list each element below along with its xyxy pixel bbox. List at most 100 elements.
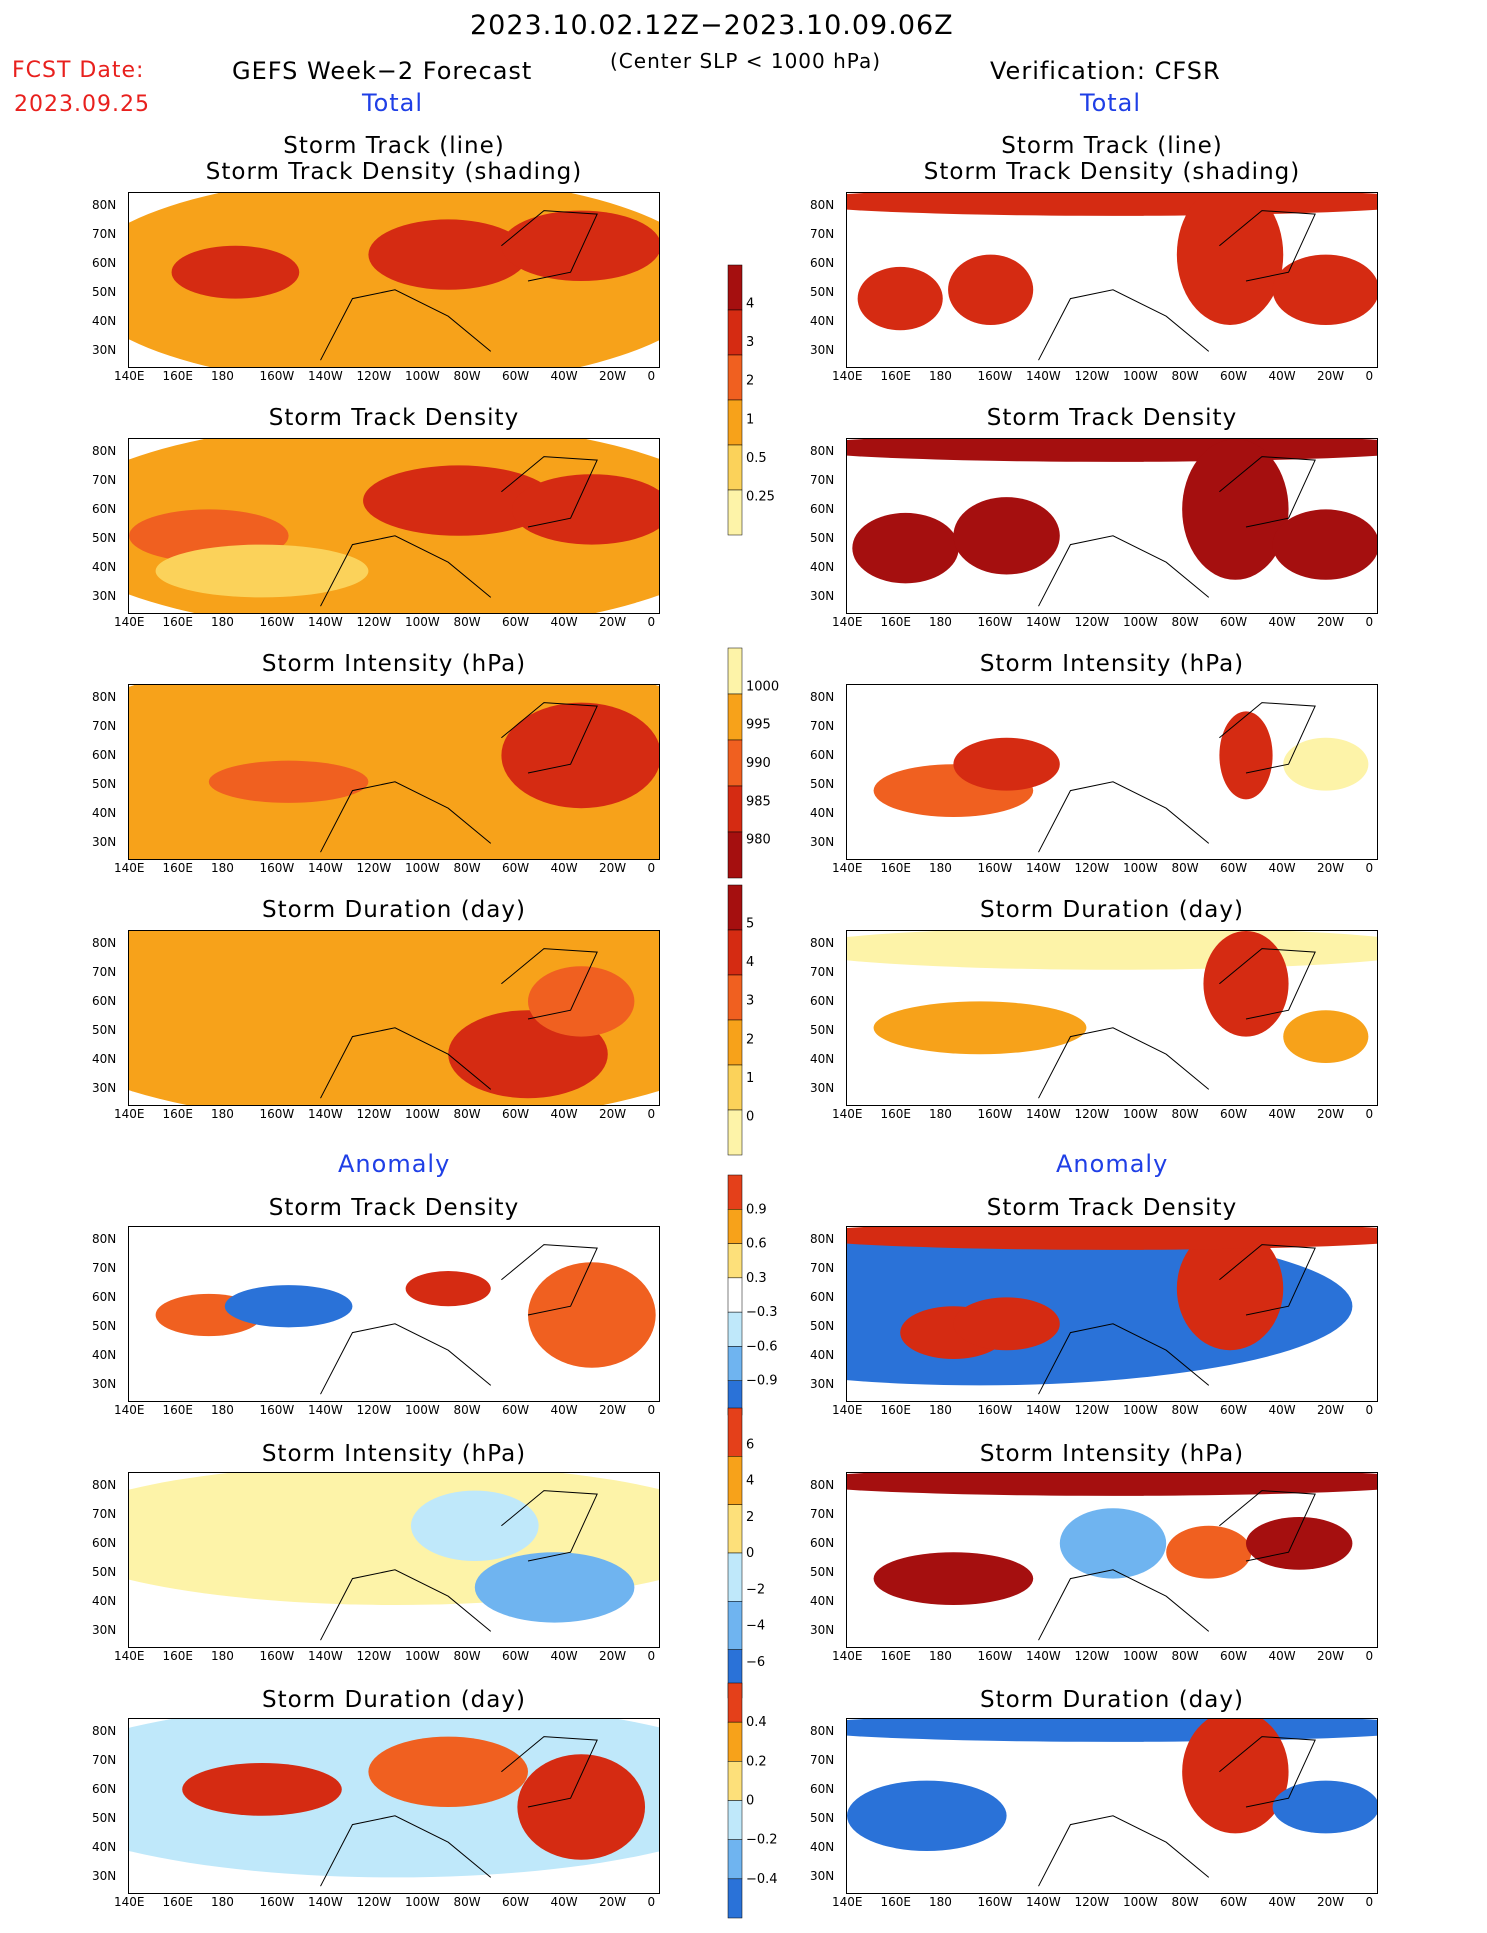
lon-label: 20W xyxy=(599,861,627,875)
lon-label: 0 xyxy=(1365,1649,1374,1663)
lat-label: 60N xyxy=(810,748,835,762)
lon-label: 140W xyxy=(308,1895,343,1909)
lon-label: 160E xyxy=(880,1649,912,1663)
lon-label: 120W xyxy=(1074,1895,1110,1909)
lat-label: 60N xyxy=(92,994,117,1008)
lon-label: 80W xyxy=(1171,369,1199,383)
colorbar-swatch xyxy=(727,693,743,741)
lat-label: 40N xyxy=(92,1348,117,1362)
lon-label: 180 xyxy=(929,369,952,383)
lon-label: 140E xyxy=(832,1107,863,1121)
map-panel-l3 xyxy=(128,930,660,1106)
lat-label: 80N xyxy=(92,198,117,212)
lat-label: 30N xyxy=(810,1081,835,1095)
lat-label: 50N xyxy=(92,285,117,299)
l1-title-shading: Storm Track Density (shading) xyxy=(205,159,583,185)
coastline xyxy=(1038,535,1210,607)
lat-label: 40N xyxy=(810,1594,835,1608)
lat-label: 30N xyxy=(92,835,117,849)
lon-label: 120W xyxy=(356,1895,392,1909)
lon-label: 20W xyxy=(1317,369,1345,383)
lon-label: 0 xyxy=(1365,1895,1374,1909)
lon-label: 0 xyxy=(647,369,656,383)
coastline xyxy=(320,289,492,361)
lat-label: 60N xyxy=(92,1782,117,1796)
lat-label: 30N xyxy=(810,835,835,849)
lat-label: 30N xyxy=(92,589,117,603)
shading-blob xyxy=(847,1719,1377,1742)
r7-title: Storm Duration (day) xyxy=(980,1687,1244,1713)
left-total-label: Total xyxy=(362,89,424,117)
right-column-title: Verification: CFSR xyxy=(990,57,1221,85)
shading-blob xyxy=(1166,1525,1252,1579)
lon-label: 20W xyxy=(599,1895,627,1909)
map-panel-l6 xyxy=(128,1718,660,1894)
map-panel-r1 xyxy=(846,438,1378,614)
coastline xyxy=(1038,1569,1210,1641)
lon-label: 160W xyxy=(977,1649,1013,1663)
lon-label: 80W xyxy=(1171,1403,1199,1417)
lon-label: 120W xyxy=(356,615,392,629)
l5-title: Storm Track Density xyxy=(268,1195,520,1221)
lat-label: 50N xyxy=(810,1023,835,1037)
colorbar-label: 2 xyxy=(746,374,754,389)
greenland-outline xyxy=(501,1736,598,1808)
lon-label: 20W xyxy=(599,369,627,383)
colorbar-swatch xyxy=(727,831,743,879)
lon-label: 100W xyxy=(1123,1649,1158,1663)
lat-label: 60N xyxy=(92,502,117,516)
lon-label: 180 xyxy=(211,369,234,383)
lat-label: 80N xyxy=(92,936,117,950)
lon-label: 160W xyxy=(259,1895,295,1909)
lon-label: 20W xyxy=(599,615,627,629)
shading-blob xyxy=(953,1297,1060,1351)
shading-blob xyxy=(847,193,1377,216)
colorbar-swatch xyxy=(727,785,743,833)
lon-label: 160W xyxy=(977,1403,1013,1417)
coastline xyxy=(1038,781,1210,853)
r2-title: Storm Track Density xyxy=(986,405,1238,431)
lon-label: 40W xyxy=(550,1403,578,1417)
shading-blob xyxy=(873,1001,1087,1055)
shading-blob xyxy=(857,266,943,331)
lat-label: 30N xyxy=(810,589,835,603)
shading-blob xyxy=(155,544,369,598)
colorbar-duration_anom: 0.4 0.2 0 −0.2 −0.4 xyxy=(727,1682,778,1919)
lat-label: 80N xyxy=(810,690,835,704)
lat-label: 30N xyxy=(92,1081,117,1095)
shading-blob xyxy=(501,210,659,281)
lon-label: 40W xyxy=(550,1649,578,1663)
shading-blob xyxy=(182,1763,342,1816)
colorbar-swatch xyxy=(727,1209,743,1244)
map-panel-l0 xyxy=(128,192,660,368)
lon-label: 140W xyxy=(1026,1107,1061,1121)
lat-label: 50N xyxy=(810,531,835,545)
shading-blob xyxy=(1176,193,1284,325)
greenland-outline xyxy=(1219,456,1316,528)
map-panel-r4 xyxy=(846,1226,1378,1402)
lon-label: 100W xyxy=(405,1895,440,1909)
lat-label: 60N xyxy=(92,748,117,762)
lon-label: 140E xyxy=(114,1107,145,1121)
colorbar-label: 3 xyxy=(746,335,754,350)
r4-title: Storm Duration (day) xyxy=(980,897,1244,923)
lon-label: 120W xyxy=(356,1403,392,1417)
lon-label: 160W xyxy=(977,861,1013,875)
shading-blob xyxy=(1203,931,1289,1037)
lon-label: 60W xyxy=(1220,1107,1248,1121)
l4-title: Storm Duration (day) xyxy=(262,897,526,923)
colorbar-label: 4 xyxy=(746,1474,754,1489)
shading-blob xyxy=(847,1780,1007,1851)
lat-label: 40N xyxy=(92,560,117,574)
lon-label: 20W xyxy=(599,1107,627,1121)
lon-label: 160E xyxy=(162,1895,194,1909)
lat-label: 60N xyxy=(810,1536,835,1550)
shading-blob xyxy=(873,1552,1034,1605)
lat-label: 80N xyxy=(92,1724,117,1738)
lat-label: 80N xyxy=(810,1724,835,1738)
colorbar-label: 980 xyxy=(746,833,771,848)
lon-label: 0 xyxy=(647,861,656,875)
colorbar-label: 0 xyxy=(746,1546,754,1561)
colorbar-swatch xyxy=(727,1456,743,1505)
map-panel-r3 xyxy=(846,930,1378,1106)
